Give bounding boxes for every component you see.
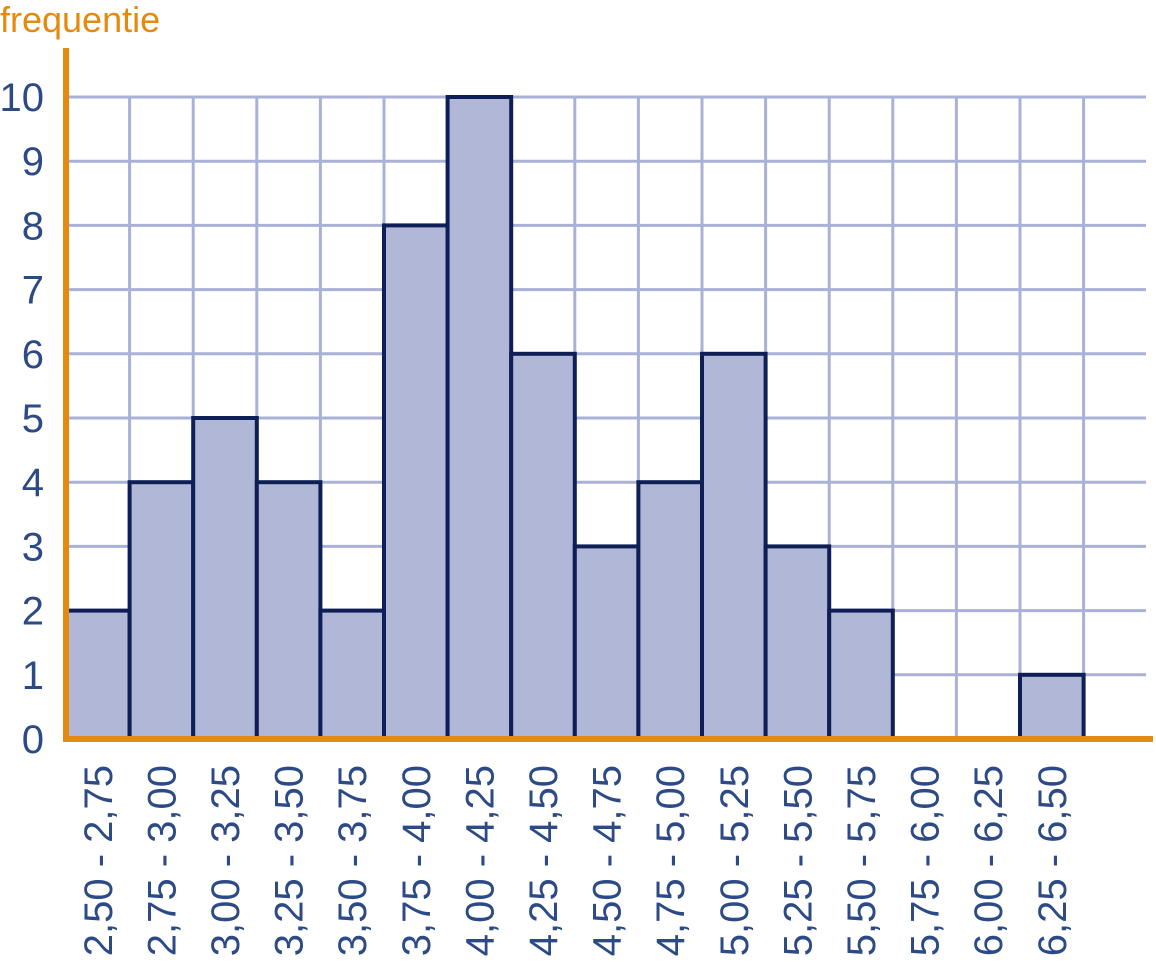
x-tick-label: 2,50 - 2,75 bbox=[77, 765, 121, 956]
bar bbox=[254, 480, 323, 741]
bar bbox=[827, 608, 895, 741]
bar bbox=[191, 416, 259, 741]
x-tick-label: 4,75 - 5,00 bbox=[649, 765, 693, 956]
y-tick-label: 0 bbox=[22, 718, 44, 762]
y-tick-label: 3 bbox=[22, 525, 44, 569]
x-tick-label: 3,00 - 3,25 bbox=[204, 765, 248, 956]
y-tick-label: 2 bbox=[22, 590, 44, 634]
x-tick-label: 6,00 - 6,25 bbox=[967, 765, 1011, 956]
bar bbox=[509, 351, 577, 741]
x-tick-label: 3,75 - 4,00 bbox=[395, 765, 439, 956]
y-tick-label: 6 bbox=[22, 333, 44, 377]
x-tick-label: 2,75 - 3,00 bbox=[140, 765, 184, 956]
bar bbox=[318, 608, 386, 741]
x-tick-label: 5,00 - 5,25 bbox=[713, 765, 757, 956]
bar bbox=[127, 480, 196, 741]
bar bbox=[763, 544, 832, 742]
y-tick-labels: 0 1 2 3 4 5 6 7 8 9 10 bbox=[0, 76, 44, 762]
y-tick-label: 4 bbox=[22, 461, 44, 505]
bars bbox=[64, 95, 1086, 742]
bar bbox=[700, 351, 768, 741]
x-tick-label: 5,25 - 5,50 bbox=[776, 765, 820, 956]
y-tick-label: 8 bbox=[22, 204, 44, 248]
x-tick-label: 4,50 - 4,75 bbox=[586, 765, 630, 956]
x-tick-labels: 2,50 - 2,75 2,75 - 3,00 3,00 - 3,25 3,25 - … bbox=[77, 765, 1075, 956]
x-tick-label: 4,25 - 4,50 bbox=[522, 765, 566, 956]
bar bbox=[572, 544, 641, 742]
x-tick-label: 3,25 - 3,50 bbox=[268, 765, 312, 956]
x-tick-label: 4,00 - 4,25 bbox=[458, 765, 502, 956]
x-tick-label: 5,50 - 5,75 bbox=[840, 765, 884, 956]
bar bbox=[382, 223, 450, 741]
y-tick-label: 10 bbox=[0, 76, 44, 120]
bar bbox=[64, 608, 132, 741]
y-tick-label: 1 bbox=[22, 654, 44, 698]
y-tick-label: 9 bbox=[22, 140, 44, 184]
x-tick-label: 3,50 - 3,75 bbox=[331, 765, 375, 956]
y-axis-label: frequentie bbox=[0, 0, 161, 40]
y-tick-label: 7 bbox=[22, 269, 44, 313]
x-tick-label: 5,75 - 6,00 bbox=[904, 765, 948, 956]
bar bbox=[1018, 672, 1086, 741]
x-tick-label: 6,25 - 6,50 bbox=[1031, 765, 1075, 956]
bar bbox=[445, 95, 514, 741]
y-tick-label: 5 bbox=[22, 397, 44, 441]
bar bbox=[636, 480, 705, 741]
